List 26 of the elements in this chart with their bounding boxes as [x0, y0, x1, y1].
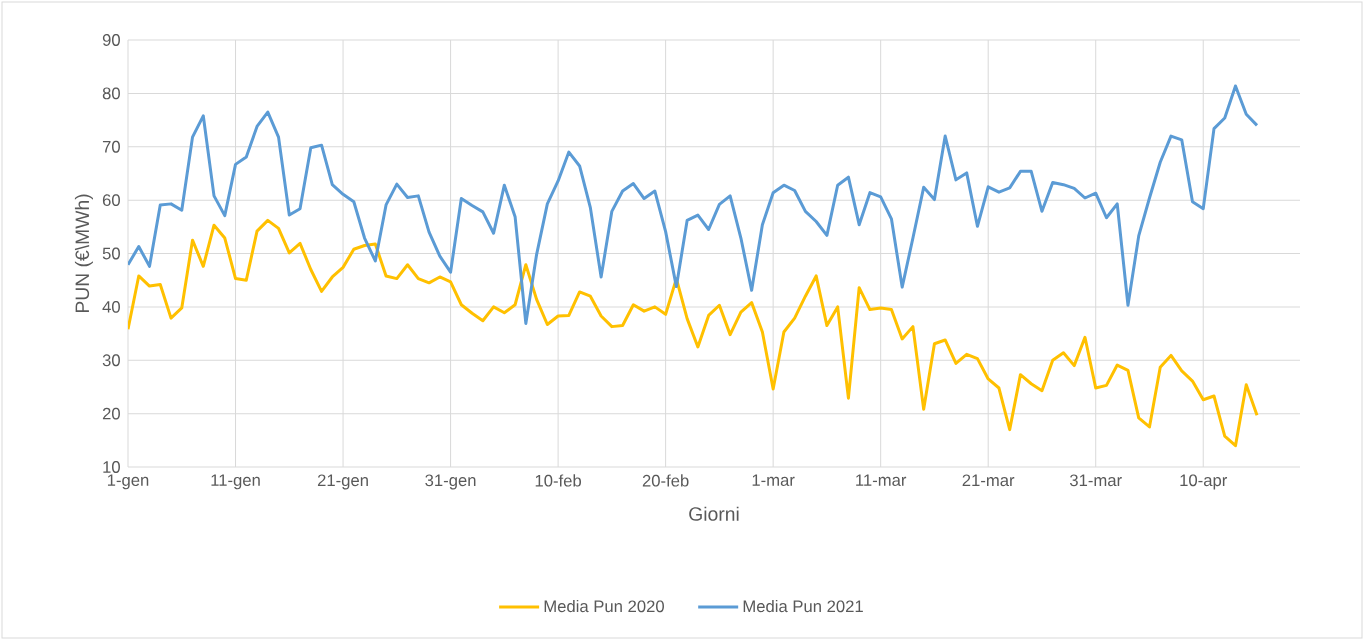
x-tick-label: 1-mar: [752, 474, 795, 487]
x-tick-label: 11-gen: [211, 474, 260, 490]
x-tick-label: 21-gen: [317, 474, 368, 490]
y-tick-label: 90: [102, 34, 120, 46]
x-tick-label: 31-gen: [425, 474, 476, 490]
x-tick-label: 20-feb: [642, 474, 689, 487]
y-tick-label: 10: [103, 461, 120, 473]
line-series: [128, 218, 1259, 448]
line-series: [128, 84, 1259, 325]
y-tick-label: 70: [102, 140, 120, 153]
y-tick-label: 40: [102, 300, 120, 313]
y-axis-title: PUN (€\MWh): [74, 194, 93, 313]
x-tick-label: 10-feb: [535, 474, 582, 487]
x-tick-label: 11-mar: [856, 474, 907, 487]
y-tick-label: 80: [102, 87, 120, 100]
y-tick-label: 60: [102, 194, 120, 207]
x-axis-title: Giorni: [689, 506, 739, 521]
legend-label: Media Pun 2020: [544, 599, 664, 613]
legend-label: Media Pun 2021: [743, 599, 863, 613]
x-tick-label: 31-mar: [1069, 474, 1122, 487]
x-tick-label: 1-gen: [107, 474, 149, 490]
y-tick-label: 20: [102, 407, 120, 420]
y-tick-label: 50: [102, 247, 120, 260]
x-tick-label: 21-mar: [962, 474, 1015, 487]
x-tick-label: 10-apr: [1180, 474, 1228, 490]
y-tick-label: 30: [102, 354, 120, 367]
